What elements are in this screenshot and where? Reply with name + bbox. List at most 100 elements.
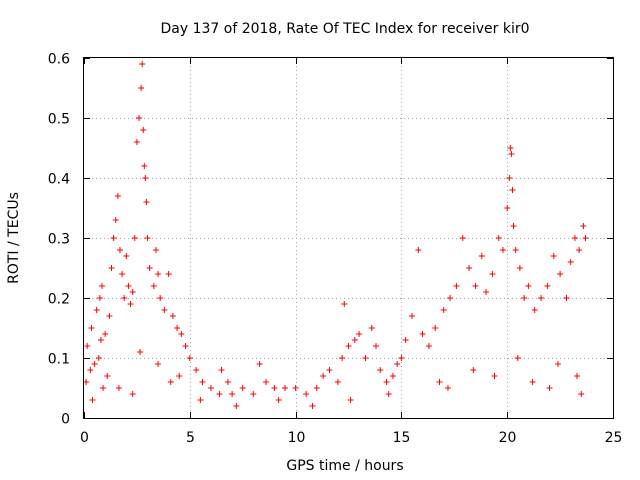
data-point [546, 385, 553, 391]
data-point [563, 295, 570, 301]
data-point [506, 175, 513, 181]
data-point [155, 361, 162, 367]
data-point [199, 379, 206, 385]
data-point [96, 295, 103, 301]
data-point [83, 379, 90, 385]
data-point [97, 337, 104, 343]
data-point [239, 385, 246, 391]
data-point [425, 343, 432, 349]
data-point [459, 235, 466, 241]
data-point [193, 367, 200, 373]
data-point [91, 361, 98, 367]
data-point [576, 247, 583, 253]
data-point [87, 367, 94, 373]
data-point [436, 379, 443, 385]
data-point [313, 385, 320, 391]
data-point [182, 343, 189, 349]
data-point [320, 373, 327, 379]
data-point [146, 265, 153, 271]
data-point [510, 223, 517, 229]
data-point [466, 265, 473, 271]
data-point [339, 355, 346, 361]
data-point [144, 235, 151, 241]
data-point [334, 379, 341, 385]
data-point [123, 253, 130, 259]
data-point [133, 139, 140, 145]
data-point [112, 217, 119, 223]
data-point [250, 391, 257, 397]
data-point [233, 403, 240, 409]
x-tick-label: 25 [605, 430, 623, 446]
data-point [394, 361, 401, 367]
data-point [140, 127, 147, 133]
data-point [216, 391, 223, 397]
data-point [141, 163, 148, 169]
plot-frame [83, 57, 614, 419]
data-point [507, 145, 514, 151]
data-point [176, 373, 183, 379]
data-point [538, 295, 545, 301]
data-point [368, 325, 375, 331]
data-point [389, 373, 396, 379]
data-point [362, 355, 369, 361]
data-point [119, 271, 126, 277]
data-point [580, 223, 587, 229]
data-point [554, 361, 561, 367]
data-point [373, 343, 380, 349]
data-point [351, 337, 358, 343]
data-point [137, 349, 144, 355]
data-point [136, 115, 143, 121]
data-point [326, 367, 333, 373]
data-point [470, 367, 477, 373]
data-point [472, 283, 479, 289]
data-point [544, 283, 551, 289]
data-point [432, 325, 439, 331]
data-point [142, 175, 149, 181]
y-axis-label: ROTI / TECUs [6, 192, 22, 284]
data-point [152, 247, 159, 253]
data-point [104, 373, 111, 379]
data-point [377, 367, 384, 373]
data-point [415, 247, 422, 253]
data-point [398, 355, 405, 361]
data-point [125, 283, 132, 289]
data-point [229, 391, 236, 397]
y-tick-label: 0.6 [48, 52, 70, 68]
data-point [186, 355, 193, 361]
data-point [571, 235, 578, 241]
data-point [167, 379, 174, 385]
data-point [157, 295, 164, 301]
data-point [514, 355, 521, 361]
data-point [499, 247, 506, 253]
data-point [93, 307, 100, 313]
data-point [262, 379, 269, 385]
x-tick-label: 10 [288, 430, 306, 446]
tick-labels: 0 5 10 15 20 25 0 0.1 0.2 0.3 0.4 0.5 0.6 [48, 52, 623, 447]
data-point [271, 385, 278, 391]
data-point [102, 331, 109, 337]
data-point [582, 235, 589, 241]
data-point [155, 271, 162, 277]
axis-ticks [84, 58, 614, 419]
data-point [108, 265, 115, 271]
data-point [174, 325, 181, 331]
data-point [161, 307, 168, 313]
y-tick-label: 0.1 [48, 352, 70, 368]
data-point [138, 85, 145, 91]
data-point [509, 187, 516, 193]
data-point [574, 373, 581, 379]
data-point [345, 343, 352, 349]
data-point [489, 271, 496, 277]
data-point [121, 295, 128, 301]
data-point [165, 271, 172, 277]
data-point [116, 247, 123, 253]
data-point [508, 151, 515, 157]
data-point [129, 391, 136, 397]
data-point [95, 355, 102, 361]
data-point [347, 397, 354, 403]
data-point [356, 331, 363, 337]
data-point [218, 367, 225, 373]
data-point [578, 391, 585, 397]
data-point [525, 283, 532, 289]
